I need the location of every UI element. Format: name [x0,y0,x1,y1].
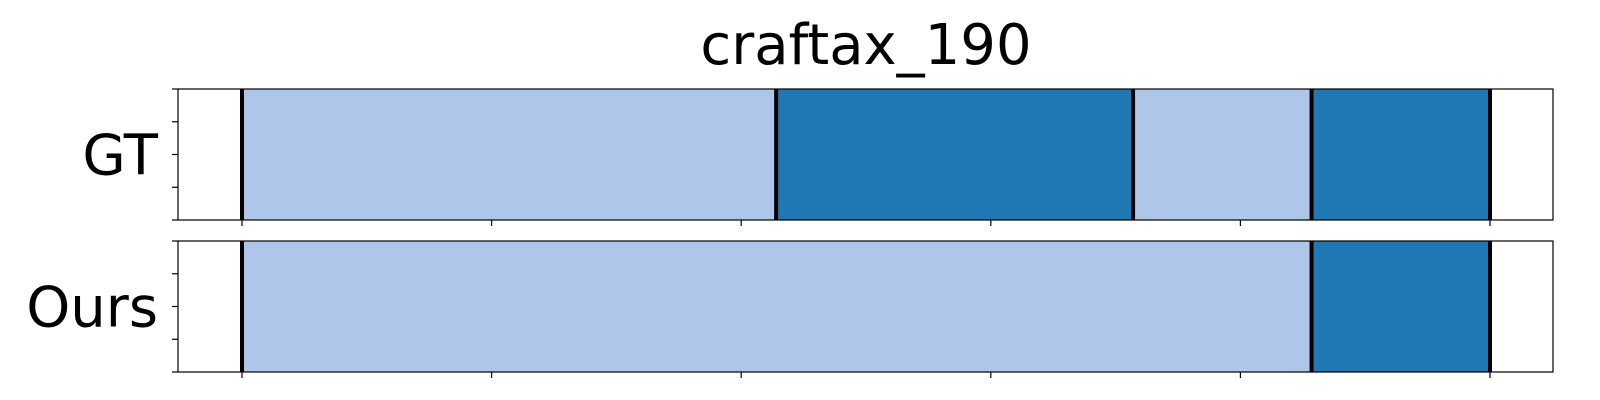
row-label-ours: Ours [26,276,158,341]
segment-dark [776,89,1134,220]
rows-layer: GT Ours [26,88,1554,378]
segment-light [242,241,1312,372]
chart-title: craftax_190 [700,13,1031,78]
row-gt: GT [82,88,1554,226]
segment-light [242,89,777,220]
row-ours: Ours [26,240,1554,378]
segment-dark [1311,89,1490,220]
segment-dark [1311,241,1490,372]
segment-light [1133,89,1312,220]
row-label-gt: GT [82,124,158,189]
